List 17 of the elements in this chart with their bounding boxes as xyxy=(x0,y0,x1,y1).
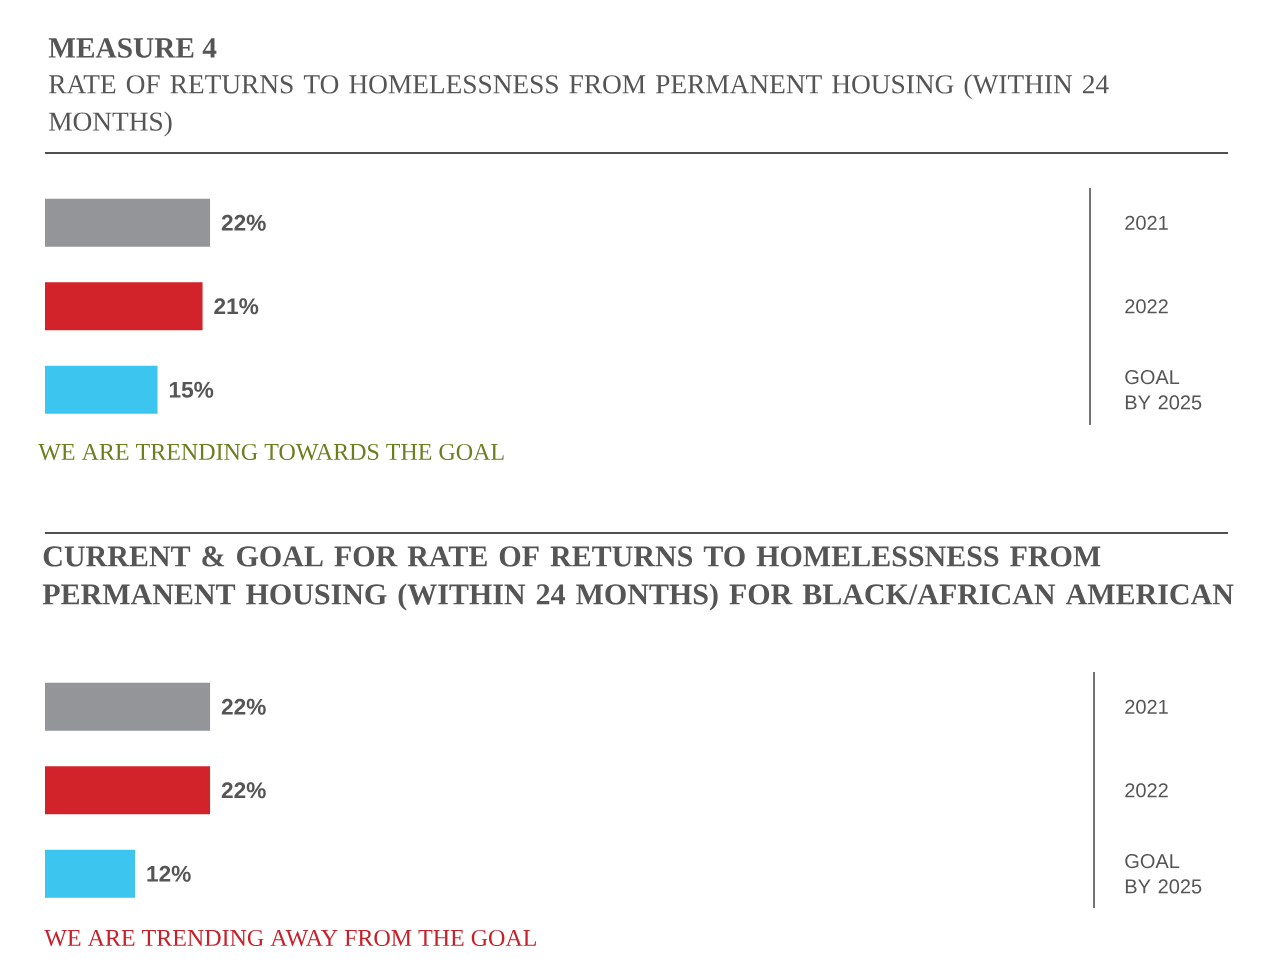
text: WE ARE TRENDING TOWARDS THE GOAL xyxy=(38,443,504,461)
data-label: 22% xyxy=(221,214,266,231)
y-tick-label: 2021 xyxy=(1125,215,1168,230)
text: WE ARE TRENDING AWAY FROM THE GOAL xyxy=(44,929,536,947)
data-label: 12% xyxy=(147,865,191,882)
data-label: 21% xyxy=(214,298,259,315)
data-label: 15% xyxy=(169,381,214,398)
text: CURRENT & GOAL FOR RATE OF RETURNS TO HOMELESSNESS FROM PERMANENT HOUSING (WITHIN 24 MONTHS) FOR BLACK/AFRICAN AMERICAN xyxy=(42,546,1234,611)
y-tick-label: 2022 xyxy=(1125,783,1168,798)
y-tick-label: 2022 xyxy=(1125,299,1168,314)
y-tick-label: 2021 xyxy=(1125,699,1168,714)
data-label: 22% xyxy=(221,698,266,715)
chart-title: MEASURE 4 xyxy=(48,38,217,58)
data-label: 22% xyxy=(221,782,266,799)
text: RATE OF RETURNS TO HOMELESSNESS FROM PERMANENT HOUSING (WITHIN 24 MONTHS) xyxy=(49,74,1109,137)
y-tick-label: GOAL BY 2025 xyxy=(1125,370,1202,410)
y-tick-label: GOAL BY 2025 xyxy=(1125,854,1202,894)
